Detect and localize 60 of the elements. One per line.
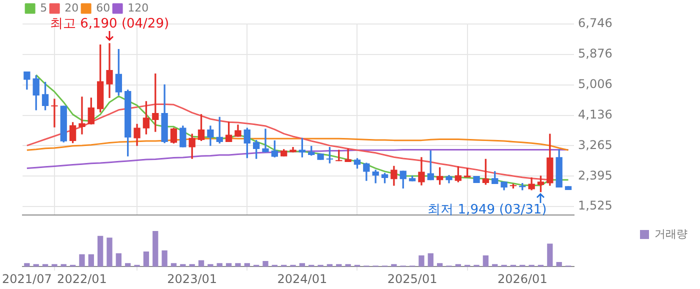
bar [391, 264, 397, 267]
bar [42, 264, 48, 267]
annotation: 최저 1,949 (03/31) [428, 202, 547, 218]
bar [556, 262, 562, 267]
bar [52, 264, 58, 267]
bar [106, 238, 112, 267]
bar [482, 255, 489, 267]
bar [345, 264, 351, 267]
bar [24, 263, 30, 267]
legend-label: 거래량 [654, 227, 688, 240]
bar [116, 253, 122, 267]
bar [336, 264, 342, 267]
bar [244, 263, 250, 267]
bar [428, 253, 434, 267]
bar [33, 264, 39, 267]
y-tick-label: 1,525 [578, 198, 612, 213]
bar [208, 264, 214, 267]
candlestick [473, 176, 480, 183]
candlestick [317, 154, 324, 160]
y-tick-label: 3,265 [578, 138, 612, 152]
bar [262, 260, 268, 267]
annotation: 최고 6,190 (04/29) [50, 16, 170, 32]
x-tick-label: 2021/07 [2, 272, 52, 286]
bar [125, 263, 131, 267]
bar [170, 263, 177, 267]
bar [455, 264, 461, 267]
x-tick-label: 2025/01 [387, 272, 438, 286]
bar [88, 254, 94, 267]
y-tick-label: 4,136 [578, 107, 612, 122]
bar [152, 230, 158, 267]
bar [492, 264, 498, 267]
bar [216, 263, 222, 267]
x-tick-label: 2026/01 [497, 272, 548, 286]
bar [98, 236, 104, 267]
bar [299, 263, 306, 267]
y-tick-label: 5,006 [578, 76, 612, 91]
legend-label: 120 [128, 1, 149, 14]
bar [79, 254, 85, 267]
bar [326, 264, 333, 267]
y-tick-label: 2,395 [578, 168, 612, 182]
y-tick-label: 5,876 [578, 46, 612, 61]
legend-label: 5 [40, 1, 48, 14]
bar [180, 264, 186, 267]
bar [143, 251, 150, 267]
x-tick-label: 2023/01 [167, 272, 218, 286]
bar [198, 260, 204, 267]
x-tick-label: 2024/01 [277, 272, 328, 286]
x-tick-label: 2022/01 [57, 272, 107, 286]
bar [418, 255, 424, 267]
bar [60, 264, 66, 267]
y-tick-label: 6,746 [578, 16, 612, 30]
bar [235, 263, 241, 267]
candlestick [564, 186, 572, 190]
bar [189, 264, 195, 267]
bar [547, 244, 553, 267]
bar [162, 250, 168, 267]
bar [226, 263, 232, 267]
legend-label: 20 [64, 1, 79, 14]
legend-label: 60 [96, 1, 110, 14]
bar [436, 263, 443, 267]
